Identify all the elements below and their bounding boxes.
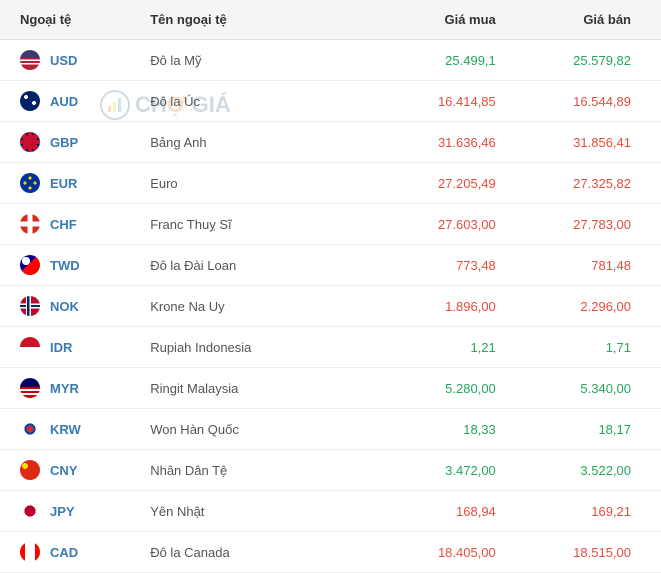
currency-code: NOK [50, 299, 79, 314]
sell-price: 18,17 [526, 409, 661, 450]
sell-price: 25.579,82 [526, 40, 661, 81]
flag-icon [20, 296, 40, 316]
table-row: CHF Franc Thuỵ Sĩ27.603,0027.783,00 [0, 204, 661, 245]
flag-icon [20, 132, 40, 152]
currency-cell[interactable]: KRW [0, 409, 140, 450]
currency-code: IDR [50, 340, 72, 355]
currency-name: Bảng Anh [140, 122, 390, 163]
flag-icon [20, 378, 40, 398]
currency-cell[interactable]: CAD [0, 532, 140, 573]
sell-price: 5.340,00 [526, 368, 661, 409]
currency-name: Đô la Canada [140, 532, 390, 573]
currency-code: KRW [50, 422, 81, 437]
currency-code: AUD [50, 94, 78, 109]
currency-name: Won Hàn Quốc [140, 409, 390, 450]
currency-cell[interactable]: IDR [0, 327, 140, 368]
currency-name: Euro [140, 163, 390, 204]
table-row: USD Đô la Mỹ25.499,125.579,82 [0, 40, 661, 81]
table-row: JPY Yên Nhật168,94169,21 [0, 491, 661, 532]
currency-name: Rupiah Indonesia [140, 327, 390, 368]
buy-price: 168,94 [391, 491, 526, 532]
flag-icon [20, 337, 40, 357]
buy-price: 773,48 [391, 245, 526, 286]
currency-name: Đô la Úc [140, 81, 390, 122]
table-header-row: Ngoại tệ Tên ngoại tệ Giá mua Giá bán [0, 0, 661, 40]
flag-icon [20, 542, 40, 562]
currency-cell[interactable]: GBP [0, 122, 140, 163]
currency-code: EUR [50, 176, 77, 191]
currency-code: CNY [50, 463, 77, 478]
buy-price: 1,21 [391, 327, 526, 368]
table-row: CAD Đô la Canada18.405,0018.515,00 [0, 532, 661, 573]
currency-code: CAD [50, 545, 78, 560]
currency-code: USD [50, 53, 77, 68]
flag-icon [20, 173, 40, 193]
currency-name: Đô la Đài Loan [140, 245, 390, 286]
sell-price: 31.856,41 [526, 122, 661, 163]
table-row: KRW Won Hàn Quốc18,3318,17 [0, 409, 661, 450]
table-row: CNY Nhân Dân Tệ3.472,003.522,00 [0, 450, 661, 491]
table-row: EUR Euro27.205,4927.325,82 [0, 163, 661, 204]
currency-cell[interactable]: JPY [0, 491, 140, 532]
header-sell: Giá bán [526, 0, 661, 40]
table-row: AUD Đô la Úc16.414,8516.544,89 [0, 81, 661, 122]
currency-name: Đô la Mỹ [140, 40, 390, 81]
buy-price: 3.472,00 [391, 450, 526, 491]
table-row: GBP Bảng Anh31.636,4631.856,41 [0, 122, 661, 163]
sell-price: 18.515,00 [526, 532, 661, 573]
flag-icon [20, 419, 40, 439]
flag-icon [20, 501, 40, 521]
sell-price: 169,21 [526, 491, 661, 532]
currency-cell[interactable]: EUR [0, 163, 140, 204]
buy-price: 18,33 [391, 409, 526, 450]
header-buy: Giá mua [391, 0, 526, 40]
sell-price: 16.544,89 [526, 81, 661, 122]
buy-price: 1.896,00 [391, 286, 526, 327]
table-row: MYR Ringit Malaysia5.280,005.340,00 [0, 368, 661, 409]
sell-price: 2.296,00 [526, 286, 661, 327]
currency-name: Ringit Malaysia [140, 368, 390, 409]
currency-name: Yên Nhật [140, 491, 390, 532]
flag-icon [20, 214, 40, 234]
sell-price: 27.783,00 [526, 204, 661, 245]
buy-price: 27.205,49 [391, 163, 526, 204]
buy-price: 27.603,00 [391, 204, 526, 245]
currency-code: CHF [50, 217, 77, 232]
sell-price: 27.325,82 [526, 163, 661, 204]
buy-price: 18.405,00 [391, 532, 526, 573]
currency-name: Franc Thuỵ Sĩ [140, 204, 390, 245]
table-row: IDR Rupiah Indonesia1,211,71 [0, 327, 661, 368]
currency-cell[interactable]: USD [0, 40, 140, 81]
currency-cell[interactable]: NOK [0, 286, 140, 327]
table-row: NOK Krone Na Uy1.896,002.296,00 [0, 286, 661, 327]
currency-code: JPY [50, 504, 75, 519]
flag-icon [20, 460, 40, 480]
table-row: TWD Đô la Đài Loan773,48781,48 [0, 245, 661, 286]
currency-code: MYR [50, 381, 79, 396]
buy-price: 25.499,1 [391, 40, 526, 81]
flag-icon [20, 255, 40, 275]
sell-price: 1,71 [526, 327, 661, 368]
currency-code: GBP [50, 135, 78, 150]
flag-icon [20, 91, 40, 111]
flag-icon [20, 50, 40, 70]
currency-cell[interactable]: CNY [0, 450, 140, 491]
sell-price: 781,48 [526, 245, 661, 286]
currency-table: Ngoại tệ Tên ngoại tệ Giá mua Giá bán US… [0, 0, 661, 573]
currency-cell[interactable]: MYR [0, 368, 140, 409]
currency-name: Krone Na Uy [140, 286, 390, 327]
currency-cell[interactable]: AUD [0, 81, 140, 122]
currency-name: Nhân Dân Tệ [140, 450, 390, 491]
buy-price: 16.414,85 [391, 81, 526, 122]
currency-cell[interactable]: CHF [0, 204, 140, 245]
buy-price: 31.636,46 [391, 122, 526, 163]
header-currency: Ngoại tệ [0, 0, 140, 40]
currency-code: TWD [50, 258, 80, 273]
header-name: Tên ngoại tệ [140, 0, 390, 40]
currency-cell[interactable]: TWD [0, 245, 140, 286]
buy-price: 5.280,00 [391, 368, 526, 409]
sell-price: 3.522,00 [526, 450, 661, 491]
